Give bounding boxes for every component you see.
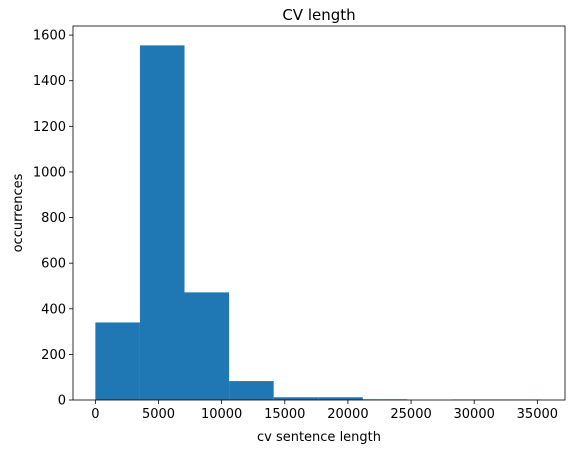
x-tick-label: 30000 [454,407,495,422]
histogram-bar [184,292,230,400]
x-tick-label: 25000 [390,407,431,422]
x-tick-label: 0 [91,407,99,422]
y-tick-label: 800 [41,211,66,226]
histogram-bar [318,397,363,400]
y-tick-label: 1200 [33,120,66,135]
bars-group [95,45,542,400]
x-tick-label: 10000 [201,407,242,422]
plot-frame [72,25,566,401]
histogram-bar [95,322,140,400]
y-tick-label: 200 [41,348,66,363]
x-tick-label: 20000 [327,407,368,422]
y-tick-label: 1400 [33,74,66,89]
y-axis: 0 200 400 600 800 1000 1200 1400 1600 [33,29,73,409]
y-axis-title: occurrences [11,173,26,252]
x-axis-title: cv sentence length [257,430,381,445]
y-tick-label: 1000 [33,165,66,180]
x-tick-label: 5000 [142,407,175,422]
histogram-bar [139,45,185,400]
x-tick-label: 35000 [517,407,558,422]
x-tick-label: 15000 [264,407,305,422]
y-tick-label: 0 [58,394,66,409]
y-tick-label: 400 [41,302,66,317]
y-tick-label: 1600 [33,29,66,44]
chart-title: CV length [282,6,355,24]
histogram-bar [273,397,319,400]
y-tick-label: 600 [41,257,66,272]
x-axis: 0 5000 10000 15000 20000 25000 30000 35000 [91,400,558,422]
histogram-bar [229,381,274,400]
